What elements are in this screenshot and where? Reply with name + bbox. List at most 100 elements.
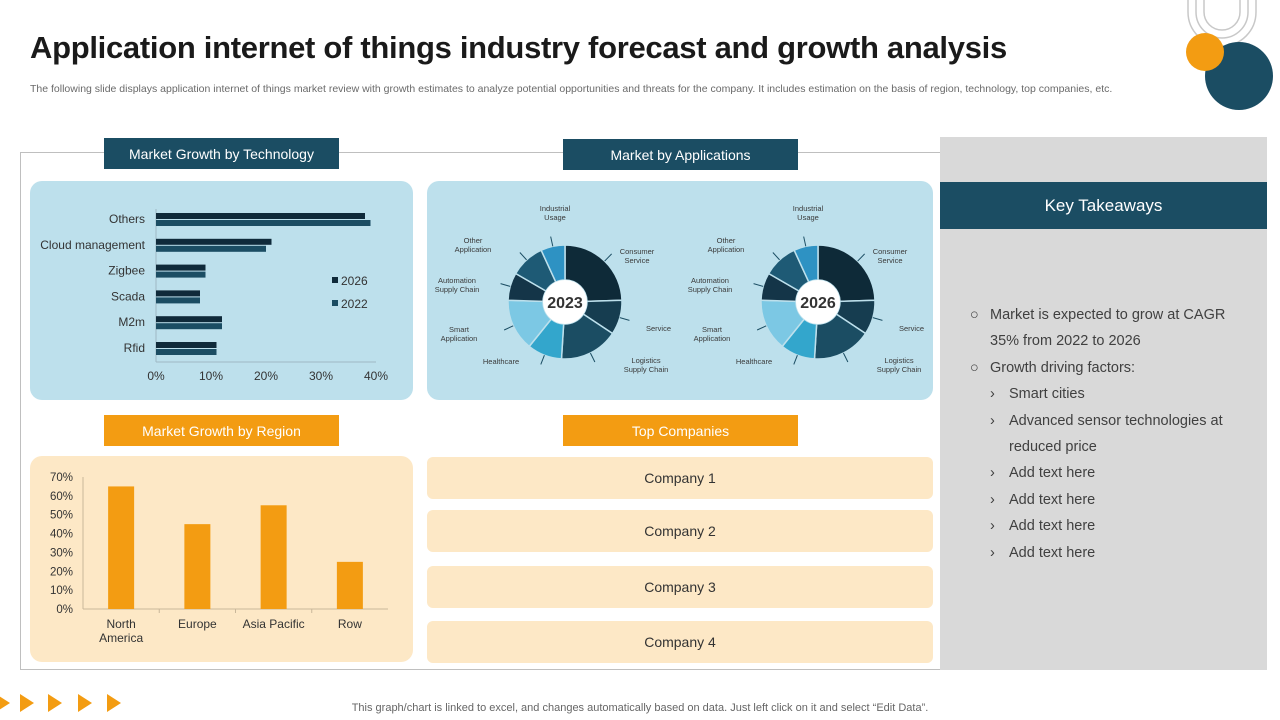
region-category-label: Asia Pacific (243, 617, 305, 631)
tech-x-tick: 10% (199, 369, 223, 383)
region-y-tick: 0% (56, 604, 73, 616)
app-slice-label: Service (646, 324, 671, 333)
tech-bar-2026[interactable] (156, 290, 200, 297)
company-item[interactable]: Company 3 (427, 566, 933, 608)
app-slice-label: Industrial Usage (540, 204, 571, 222)
technology-header: Market Growth by Technology (104, 138, 339, 169)
legend-label-2026: 2026 (341, 274, 368, 288)
applications-donut-charts[interactable]: 2023 Consumer Service Service Logistics Suppl… (427, 181, 933, 400)
takeaway-item: ○ Growth driving factors: (970, 355, 1255, 381)
tech-bar-2022[interactable] (156, 220, 371, 226)
tech-bar-2026[interactable] (156, 342, 217, 348)
takeaway-subtext: Add text here (1009, 491, 1096, 508)
region-y-tick: 20% (50, 566, 73, 578)
tech-bar-2022[interactable] (156, 271, 206, 278)
footer-note: This graph/chart is linked to excel, and… (351, 702, 929, 714)
tech-category-label: Zigbee (108, 264, 145, 278)
app-leader-line (803, 236, 807, 247)
tech-category-label: Rfid (124, 341, 145, 355)
tech-x-tick: 20% (254, 369, 278, 383)
region-y-tick: 10% (50, 585, 73, 597)
region-bar[interactable] (336, 561, 363, 609)
tech-bar-2026[interactable] (156, 238, 272, 245)
app-leader-line (550, 236, 554, 247)
app-leader-line (589, 352, 596, 363)
donut-year-label: 2026 (800, 295, 836, 312)
region-y-tick: 70% (50, 472, 73, 484)
app-slice-label: Automation Supply Chain (688, 276, 733, 294)
app-leader-line (519, 252, 527, 261)
takeaways-header: Key Takeaways (940, 182, 1267, 229)
tech-x-tick: 30% (309, 369, 333, 383)
technology-bar-chart[interactable]: Others Cloud management Zigbee Scada M2m Rfid… (30, 181, 413, 400)
takeaway-item: ○ Market is expected to grow at CAGR 35% … (970, 302, 1255, 355)
company-item[interactable]: Company 1 (427, 457, 933, 499)
region-y-tick: 50% (50, 510, 73, 522)
app-slice-label: Automation Supply Chain (435, 276, 480, 294)
region-bar[interactable] (260, 505, 287, 609)
applications-header: Market by Applications (563, 139, 798, 170)
app-slice-label: Service (899, 324, 924, 333)
company-item[interactable]: Company 4 (427, 621, 933, 663)
region-bar-chart[interactable]: 0% 10% 20% 30% 40% 50% 60% 70% North America Europ… (30, 456, 413, 662)
chevron-right-icon: › (990, 386, 995, 403)
tech-category-label: Others (109, 212, 145, 226)
region-bar[interactable] (108, 486, 135, 609)
tech-bar-2022[interactable] (156, 349, 217, 355)
legend-swatch-2022 (332, 300, 338, 306)
legend-label-2022: 2022 (341, 297, 368, 311)
app-slice-label: Healthcare (736, 357, 772, 366)
tech-bar-2022[interactable] (156, 323, 222, 330)
donut-center (543, 280, 587, 324)
page-title: Application internet of things industry … (30, 30, 1007, 65)
tech-x-tick: 40% (364, 369, 388, 383)
tech-bar-2026[interactable] (156, 213, 365, 219)
region-header: Market Growth by Region (104, 415, 339, 446)
region-category-label: Row (338, 617, 362, 631)
tech-x-tick: 0% (147, 369, 165, 383)
app-slice-label: Logistics Supply Chain (877, 356, 922, 374)
app-leader-line (756, 325, 767, 331)
tech-category-label: Cloud management (40, 238, 145, 252)
app-slice-label: Consumer Service (873, 247, 908, 265)
arrow-decoration-icon (0, 694, 121, 712)
region-y-tick: 30% (50, 547, 73, 559)
takeaway-subitem: › Add text here (970, 513, 1255, 539)
tech-bar-2022[interactable] (156, 297, 200, 304)
tech-category-label: M2m (118, 315, 145, 329)
takeaway-subtext: Add text here (1009, 518, 1096, 535)
app-leader-line (540, 354, 545, 365)
app-leader-line (872, 317, 883, 321)
app-slice-label: Industrial Usage (793, 204, 824, 222)
app-leader-line (619, 317, 630, 321)
chevron-right-icon: › (990, 491, 995, 508)
region-bar[interactable] (184, 524, 211, 609)
app-slice-label: Healthcare (483, 357, 519, 366)
app-leader-line (604, 253, 612, 262)
circle-bullet-icon: ○ (970, 307, 979, 323)
chevron-right-icon: › (990, 412, 995, 429)
chevron-right-icon: › (990, 465, 995, 482)
tech-bar-2026[interactable] (156, 264, 206, 271)
chevron-right-icon: › (990, 544, 995, 561)
region-category-label: Europe (178, 617, 217, 631)
app-leader-line (753, 283, 764, 287)
app-slice-label: Other Application (708, 236, 745, 254)
tech-bar-2022[interactable] (156, 245, 266, 252)
takeaway-subitem: › Add text here (970, 460, 1255, 486)
takeaway-subitem: › Add text here (970, 540, 1255, 566)
takeaway-subitem: › Smart cities (970, 381, 1255, 407)
company-item[interactable]: Company 2 (427, 510, 933, 552)
tech-bar-2026[interactable] (156, 316, 222, 323)
donut-center (796, 280, 840, 324)
takeaway-subitem: › Advanced sensor technologies at reduced… (970, 408, 1255, 461)
region-y-tick: 40% (50, 529, 73, 541)
app-slice-label: Logistics Supply Chain (624, 356, 669, 374)
legend-swatch-2026 (332, 277, 338, 283)
takeaway-text: Growth driving factors: (990, 359, 1136, 376)
app-leader-line (772, 252, 780, 261)
app-leader-line (500, 283, 511, 287)
takeaway-subtext: Add text here (1009, 544, 1096, 561)
region-y-tick: 60% (50, 491, 73, 503)
app-slice-label: Consumer Service (620, 247, 655, 265)
